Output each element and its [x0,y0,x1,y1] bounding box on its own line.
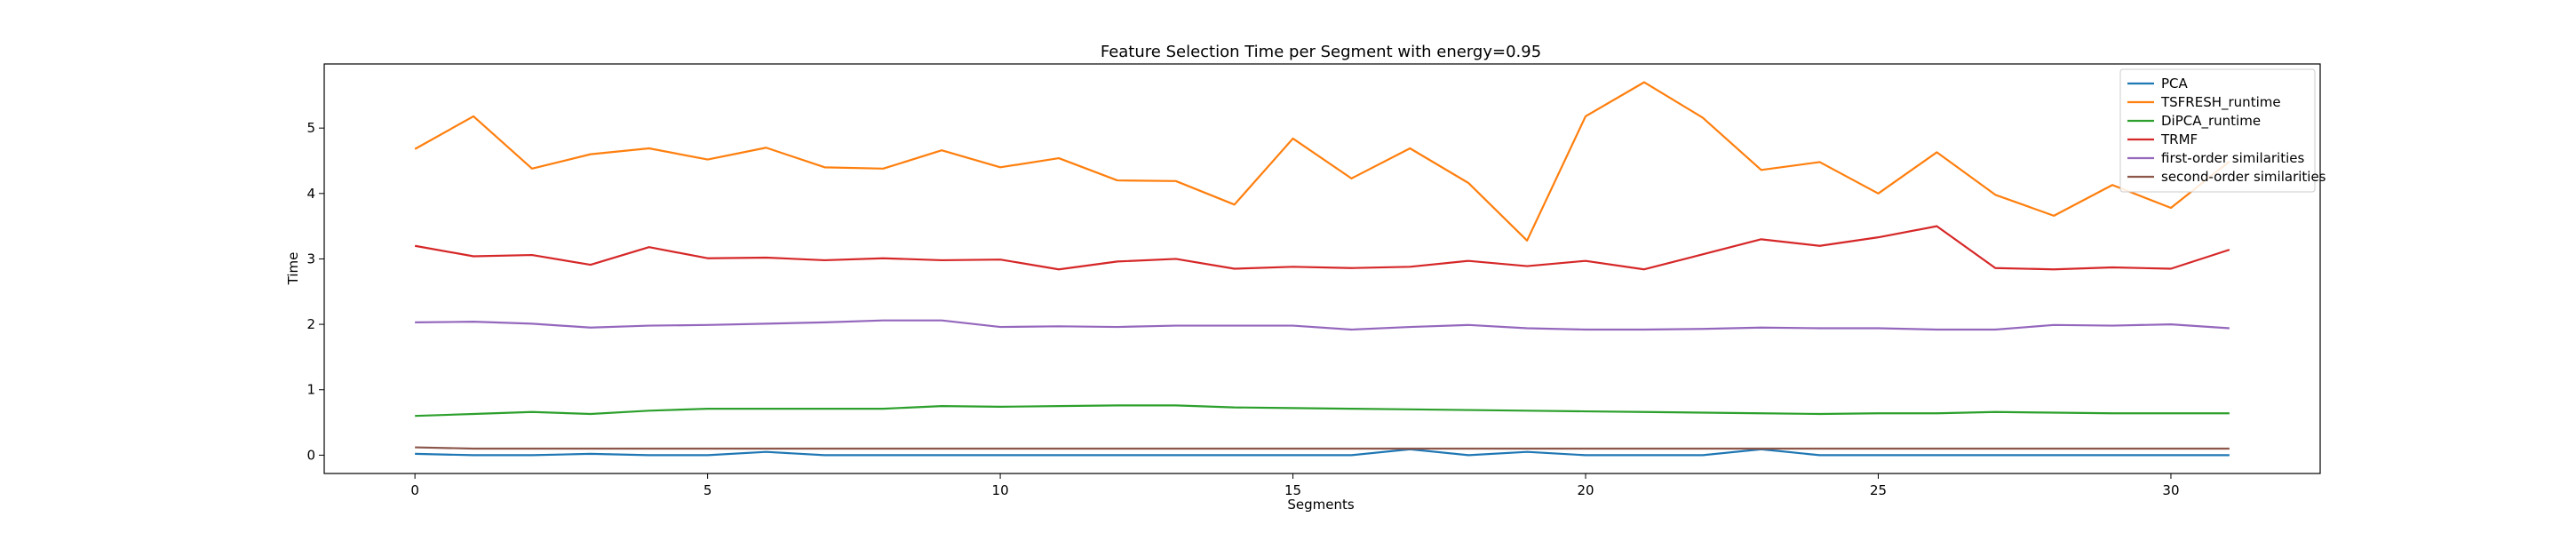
x-tick-label: 15 [1284,482,1301,498]
series-line-tsfresh-runtime [414,81,2230,242]
y-tick-label: 2 [306,316,315,332]
x-tick-label: 20 [1577,482,1594,498]
legend-label: TSFRESH_runtime [2160,94,2281,111]
legend-item-first-order-similarities: first-order similarities [2127,150,2305,166]
y-tick-label: 4 [306,186,315,202]
y-tick-label: 3 [306,251,315,266]
y-tick-label: 5 [306,120,315,136]
series-line-trmf [414,225,2230,271]
y-tick-label: 1 [306,382,315,398]
series-line-dipca-runtime [415,404,2230,418]
legend-label: TRMF [2160,131,2198,147]
plot-frame [323,63,2321,474]
x-tick-label: 25 [1870,482,1887,498]
series-layer [414,81,2230,457]
legend-label: first-order similarities [2161,150,2305,166]
y-axis-label: Time [285,252,301,286]
legend-item-dipca-runtime: DiPCA_runtime [2127,113,2261,130]
chart-title: Feature Selection Time per Segment with … [1101,43,1541,61]
legend-box [2119,68,2316,193]
legend-label: DiPCA_runtime [2161,113,2261,130]
series-line-pca [415,448,2230,457]
x-axis-label: Segments [1287,497,1355,513]
y-tick-label: 0 [306,447,315,463]
legend-item-second-order-similarities: second-order similarities [2127,169,2326,185]
legend-item-trmf: TRMF [2127,131,2198,147]
legend-item-tsfresh-runtime: TSFRESH_runtime [2127,94,2281,111]
plot-area-border [323,63,2321,474]
legend-item-pca: PCA [2127,76,2189,91]
x-tick-label: 0 [410,482,419,498]
series-line-second-order-similarities [415,446,2230,450]
x-tick-label: 30 [2162,482,2179,498]
x-axis-ticks: 0 5 10 15 20 25 30 [410,473,2180,498]
legend-label: PCA [2161,76,2189,91]
x-tick-label: 10 [992,482,1009,498]
y-axis-ticks: 0 1 2 3 4 5 [306,120,324,463]
series-line-first-order-similarities [415,319,2230,331]
legend-label: second-order similarities [2161,169,2326,185]
x-tick-label: 5 [704,482,712,498]
